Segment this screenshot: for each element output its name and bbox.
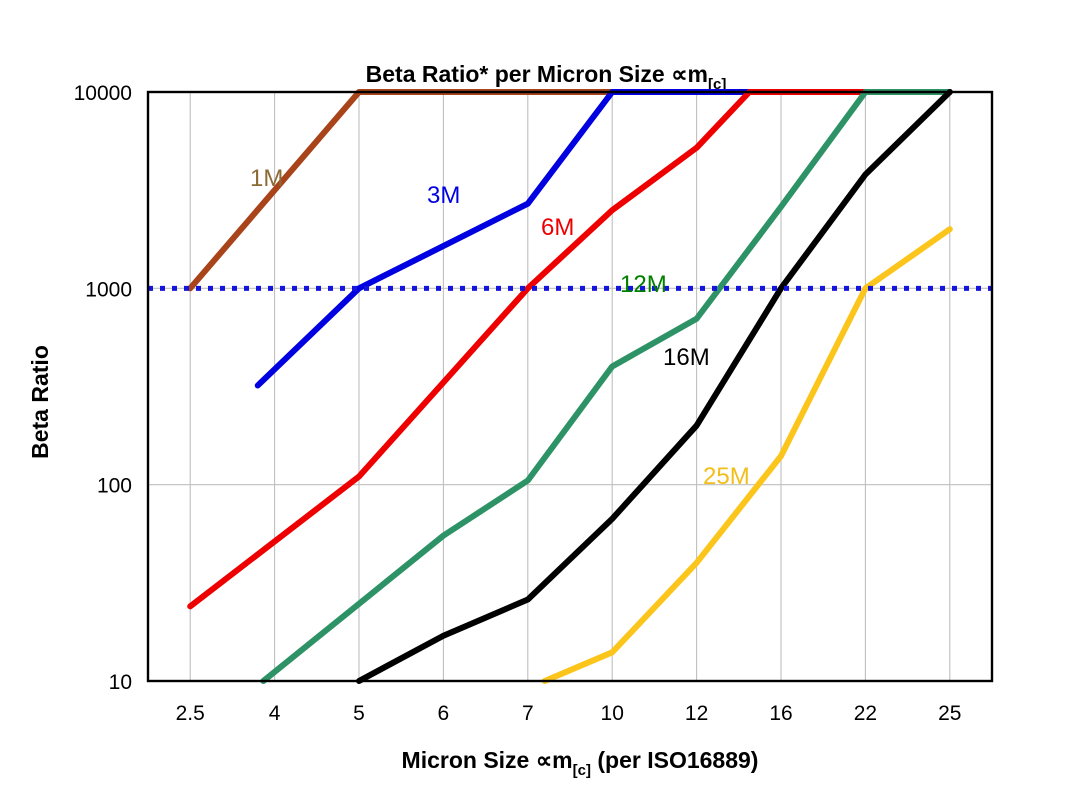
x-tick-label: 7 <box>522 702 534 725</box>
plot-frame <box>146 90 994 683</box>
y-tick-label: 100 <box>97 475 132 498</box>
x-tick-label: 22 <box>854 702 877 725</box>
y-tick-label: 10000 <box>74 82 132 105</box>
x-tick-label: 16 <box>769 702 792 725</box>
x-axis-ticks: 2.5 4 5 6 7 10 12 16 22 25 <box>176 702 962 725</box>
x-axis-title-tail: (per ISO16889) <box>591 747 758 773</box>
y-axis-title: Beta Ratio <box>27 345 53 459</box>
chart-title-subscript: [c] <box>708 76 726 93</box>
x-axis-title-symbol: ∝m <box>536 747 573 773</box>
series-label-25M: 25M <box>703 463 750 490</box>
series-label-1M: 1M <box>250 165 283 192</box>
x-tick-label: 2.5 <box>176 702 205 725</box>
series-label-12M: 12M <box>620 271 667 298</box>
x-tick-label: 5 <box>353 702 365 725</box>
chart-title: Beta Ratio* per Micron Size ∝m[c] <box>366 61 727 93</box>
series-label-16M: 16M <box>663 344 710 371</box>
series-line-16M <box>356 89 953 684</box>
x-axis-title-subscript: [c] <box>573 762 591 779</box>
x-tick-label: 6 <box>438 702 450 725</box>
x-tick-label: 12 <box>685 702 708 725</box>
x-tick-label: 4 <box>269 702 281 725</box>
series-line-12M <box>260 89 953 684</box>
y-axis-ticks: 10 100 1000 10000 <box>74 82 132 694</box>
x-axis-title: Micron Size ∝m[c] (per ISO16889) <box>402 747 759 779</box>
chart-title-main: Beta Ratio* per Micron Size <box>366 61 671 87</box>
chart-title-symbol: ∝m <box>671 61 708 87</box>
y-tick-label: 10 <box>109 671 132 694</box>
series-labels: 1M 3M 6M 12M 16M 25M <box>250 165 750 490</box>
y-tick-label: 1000 <box>85 278 132 301</box>
x-axis-title-main: Micron Size <box>402 747 536 773</box>
series-label-6M: 6M <box>541 214 574 241</box>
x-tick-label: 25 <box>938 702 961 725</box>
x-tick-label: 10 <box>601 702 624 725</box>
series-line-25M <box>541 226 953 684</box>
series-label-3M: 3M <box>427 182 460 209</box>
